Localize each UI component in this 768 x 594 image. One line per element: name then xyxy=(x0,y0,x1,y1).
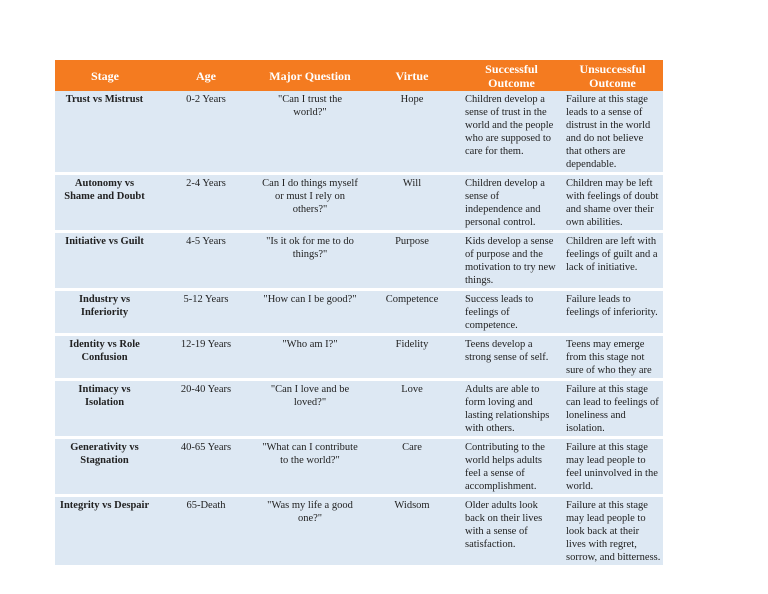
fail-cell: Children are left with feelings of guilt… xyxy=(561,230,663,290)
question-cell: "Who am I?" xyxy=(256,333,363,380)
table-row: Integrity vs Despair 65-Death "Was my li… xyxy=(55,494,663,565)
question-cell: "Can I love and be loved?" xyxy=(256,378,363,438)
stage-cell: Intimacy vs Isolation xyxy=(55,378,155,438)
header-age: Age xyxy=(155,60,257,91)
question-cell: "Was my life a good one?" xyxy=(256,494,363,565)
virtue-cell: Fidelity xyxy=(362,333,461,380)
table-row: Industry vs Inferiority 5-12 Years "How … xyxy=(55,288,663,335)
age-cell: 65-Death xyxy=(154,494,257,565)
header-virtue: Virtue xyxy=(363,60,461,91)
fail-cell: Failure leads to feelings of inferiority… xyxy=(561,288,663,335)
table-header-row: Stage Age Major Question Virtue Successf… xyxy=(55,60,663,91)
table-row: Identity vs Role Confusion 12-19 Years "… xyxy=(55,333,663,380)
virtue-cell: Purpose xyxy=(362,230,461,290)
erikson-stages-table: Stage Age Major Question Virtue Successf… xyxy=(55,60,663,565)
age-cell: 5-12 Years xyxy=(154,288,257,335)
fail-cell: Failure at this stage can lead to feelin… xyxy=(561,378,663,438)
table-row: Trust vs Mistrust 0-2 Years "Can I trust… xyxy=(55,91,663,174)
success-cell: Teens develop a strong sense of self. xyxy=(460,333,562,380)
question-cell: Can I do things myself or must I rely on… xyxy=(256,172,363,232)
virtue-cell: Competence xyxy=(362,288,461,335)
question-cell: "Is it ok for me to do things?" xyxy=(256,230,363,290)
success-cell: Older adults look back on their lives wi… xyxy=(460,494,562,565)
fail-cell: Children may be left with feelings of do… xyxy=(561,172,663,232)
success-cell: Kids develop a sense of purpose and the … xyxy=(460,230,562,290)
question-cell: "Can I trust the world?" xyxy=(256,91,363,174)
virtue-cell: Love xyxy=(362,378,461,438)
success-cell: Contributing to the world helps adults f… xyxy=(460,436,562,496)
virtue-cell: Widsom xyxy=(362,494,461,565)
age-cell: 20-40 Years xyxy=(154,378,257,438)
virtue-cell: Will xyxy=(362,172,461,232)
table-row: Intimacy vs Isolation 20-40 Years "Can I… xyxy=(55,378,663,438)
fail-cell: Failure at this stage may lead people to… xyxy=(561,436,663,496)
fail-cell: Teens may emerge from this stage not sur… xyxy=(561,333,663,380)
age-cell: 2-4 Years xyxy=(154,172,257,232)
header-successful-outcome: Successful Outcome xyxy=(461,60,562,91)
erikson-stages-table-container: Stage Age Major Question Virtue Successf… xyxy=(55,60,663,565)
age-cell: 0-2 Years xyxy=(154,91,257,174)
age-cell: 40-65 Years xyxy=(154,436,257,496)
stage-cell: Autonomy vs Shame and Doubt xyxy=(55,172,155,232)
success-cell: Adults are able to form loving and lasti… xyxy=(460,378,562,438)
question-cell: "What can I contribute to the world?" xyxy=(256,436,363,496)
stage-cell: Integrity vs Despair xyxy=(55,494,155,565)
stage-cell: Identity vs Role Confusion xyxy=(55,333,155,380)
table-row: Initiative vs Guilt 4-5 Years "Is it ok … xyxy=(55,230,663,290)
virtue-cell: Care xyxy=(362,436,461,496)
fail-cell: Failure at this stage may lead people to… xyxy=(561,494,663,565)
table-row: Generativity vs Stagnation 40-65 Years "… xyxy=(55,436,663,496)
success-cell: Children develop a sense of independence… xyxy=(460,172,562,232)
question-cell: "How can I be good?" xyxy=(256,288,363,335)
fail-cell: Failure at this stage leads to a sense o… xyxy=(561,91,663,174)
success-cell: Children develop a sense of trust in the… xyxy=(460,91,562,174)
stage-cell: Generativity vs Stagnation xyxy=(55,436,155,496)
header-major-question: Major Question xyxy=(257,60,363,91)
success-cell: Success leads to feelings of competence. xyxy=(460,288,562,335)
stage-cell: Initiative vs Guilt xyxy=(55,230,155,290)
stage-cell: Trust vs Mistrust xyxy=(65,94,144,105)
header-stage: Stage xyxy=(55,60,155,91)
stage-cell: Industry vs Inferiority xyxy=(55,288,155,335)
age-cell: 12-19 Years xyxy=(154,333,257,380)
header-unsuccessful-outcome: Unsuccessful Outcome xyxy=(562,60,663,91)
table-row: Autonomy vs Shame and Doubt 2-4 Years Ca… xyxy=(55,172,663,232)
virtue-cell: Hope xyxy=(362,91,461,174)
age-cell: 4-5 Years xyxy=(154,230,257,290)
